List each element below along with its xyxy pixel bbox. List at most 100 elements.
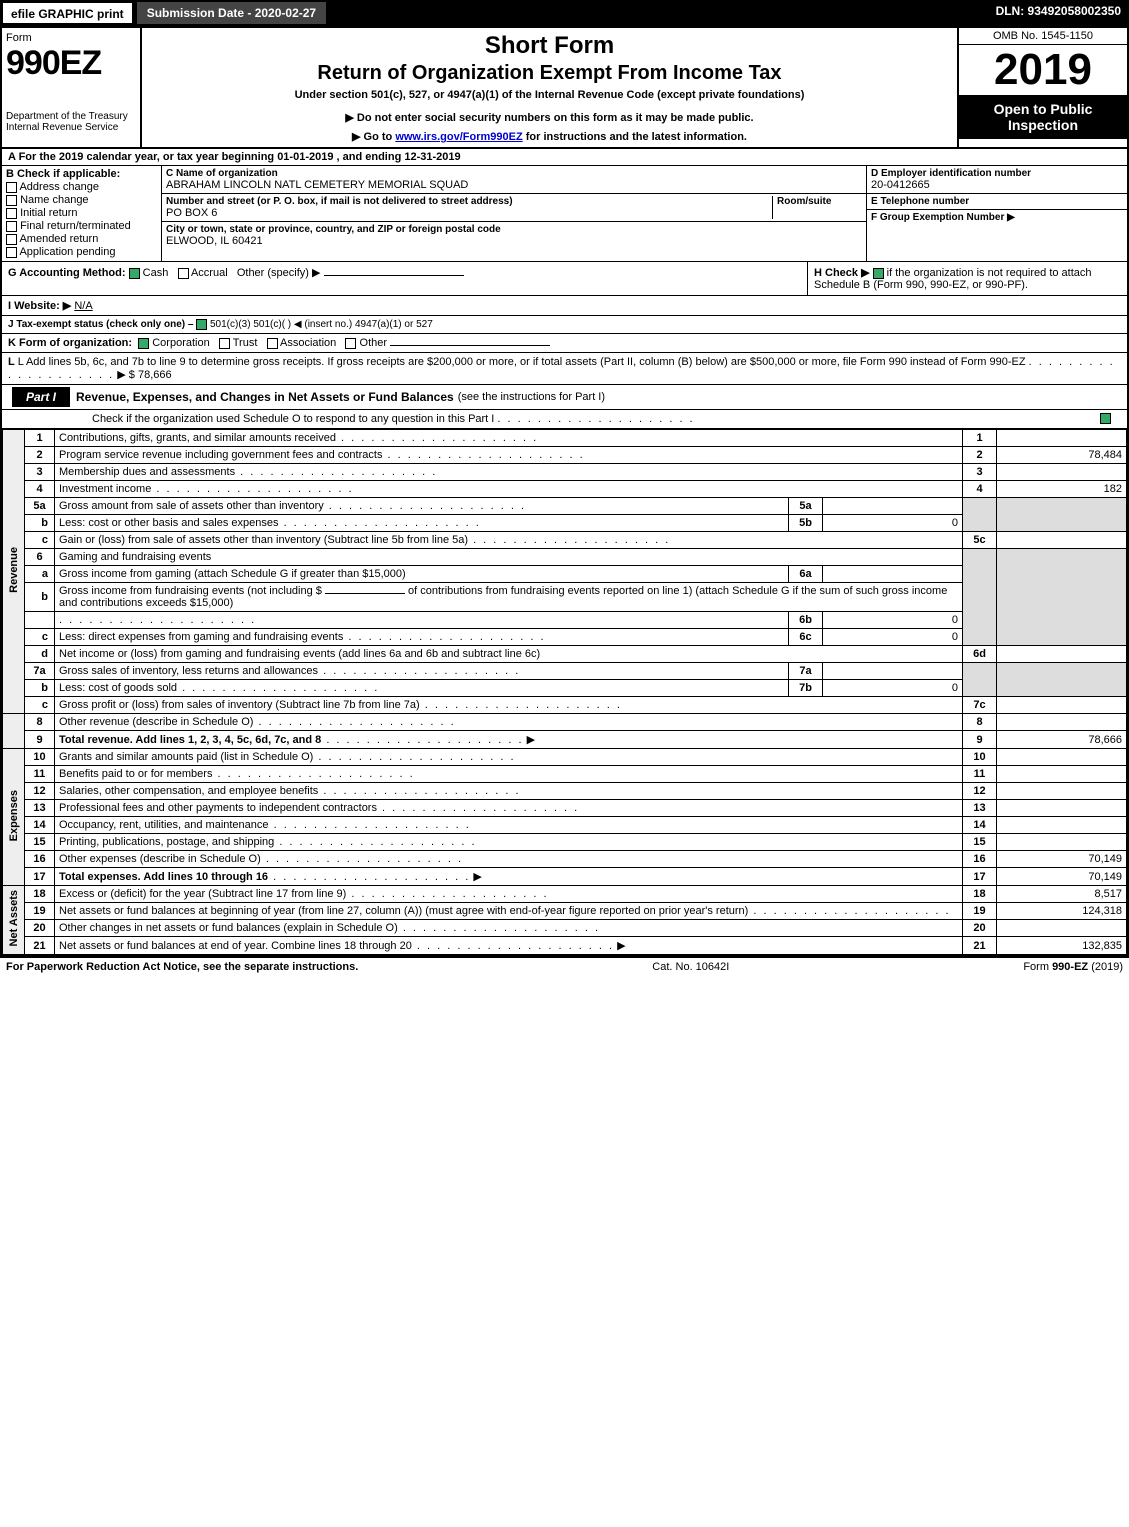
l2-text: Program service revenue including govern… bbox=[59, 449, 382, 461]
l6b-box: 6b bbox=[789, 612, 823, 629]
k-other-input[interactable] bbox=[390, 345, 550, 346]
l21-text: Net assets or fund balances at end of ye… bbox=[59, 940, 412, 952]
c-name-label: C Name of organization bbox=[166, 168, 862, 179]
l9-text: Total revenue. Add lines 1, 2, 3, 4, 5c,… bbox=[59, 734, 321, 746]
l13-text: Professional fees and other payments to … bbox=[59, 802, 377, 814]
header-center: Short Form Return of Organization Exempt… bbox=[142, 28, 957, 147]
g-accrual: Accrual bbox=[191, 267, 228, 279]
c-street: PO BOX 6 bbox=[166, 207, 772, 219]
l5c-val bbox=[997, 532, 1127, 549]
l-value: 78,666 bbox=[138, 369, 172, 381]
part1-tab: Part I bbox=[12, 387, 70, 407]
side-netassets: Net Assets bbox=[3, 886, 25, 955]
l11-text: Benefits paid to or for members bbox=[59, 768, 212, 780]
i-label: I Website: ▶ bbox=[8, 300, 71, 312]
l7c-lbl: 7c bbox=[963, 697, 997, 714]
l12-val bbox=[997, 783, 1127, 800]
l14-num: 14 bbox=[25, 817, 55, 834]
l7b-box: 7b bbox=[789, 680, 823, 697]
dept-treasury: Department of the Treasury bbox=[6, 111, 136, 122]
l10-text: Grants and similar amounts paid (list in… bbox=[59, 751, 313, 763]
chk-other-org[interactable] bbox=[345, 338, 356, 349]
l4-text: Investment income bbox=[59, 483, 151, 495]
chk-corporation[interactable] bbox=[138, 338, 149, 349]
chk-h[interactable] bbox=[873, 268, 884, 279]
submission-date-button[interactable]: Submission Date - 2020-02-27 bbox=[137, 2, 326, 24]
c-street-label: Number and street (or P. O. box, if mail… bbox=[166, 196, 772, 207]
l15-num: 15 bbox=[25, 834, 55, 851]
chk-final-return[interactable] bbox=[6, 221, 17, 232]
chk-trust[interactable] bbox=[219, 338, 230, 349]
efile-print-button[interactable]: efile GRAPHIC print bbox=[2, 2, 133, 24]
gh-row: G Accounting Method: Cash Accrual Other … bbox=[2, 262, 1127, 296]
goto-pre: ▶ Go to bbox=[352, 131, 395, 143]
chk-name-change[interactable] bbox=[6, 195, 17, 206]
b-label: B Check if applicable: bbox=[6, 168, 157, 180]
chk-501c3[interactable] bbox=[196, 319, 207, 330]
l7c-num: c bbox=[25, 697, 55, 714]
irs-link[interactable]: www.irs.gov/Form990EZ bbox=[395, 131, 522, 143]
form-number: 990EZ bbox=[6, 44, 136, 83]
k-opt-0: Corporation bbox=[152, 337, 209, 349]
chk-application-pending[interactable] bbox=[6, 247, 17, 258]
l16-num: 16 bbox=[25, 851, 55, 868]
part1-note: (see the instructions for Part I) bbox=[458, 391, 605, 403]
footer: For Paperwork Reduction Act Notice, see … bbox=[0, 957, 1129, 976]
l7a-text: Gross sales of inventory, less returns a… bbox=[59, 665, 318, 677]
l6d-lbl: 6d bbox=[963, 646, 997, 663]
l6a-bval bbox=[823, 566, 963, 583]
part1-check-text: Check if the organization used Schedule … bbox=[92, 413, 494, 425]
l7b-bval: 0 bbox=[823, 680, 963, 697]
l6a-num: a bbox=[25, 566, 55, 583]
footer-right-post: (2019) bbox=[1088, 961, 1123, 973]
l13-num: 13 bbox=[25, 800, 55, 817]
l15-text: Printing, publications, postage, and shi… bbox=[59, 836, 274, 848]
l2-num: 2 bbox=[25, 447, 55, 464]
title-return: Return of Organization Exempt From Incom… bbox=[148, 62, 951, 85]
g-other-input[interactable] bbox=[324, 275, 464, 276]
dln-label: DLN: 93492058002350 bbox=[988, 0, 1129, 26]
l6b-text1: Gross income from fundraising events (no… bbox=[59, 585, 322, 597]
chk-address-change[interactable] bbox=[6, 182, 17, 193]
goto-post: for instructions and the latest informat… bbox=[523, 131, 747, 143]
irs-label: Internal Revenue Service bbox=[6, 122, 136, 133]
footer-right-pre: Form bbox=[1023, 961, 1052, 973]
b-item-3: Final return/terminated bbox=[20, 220, 131, 232]
l8-text: Other revenue (describe in Schedule O) bbox=[59, 716, 253, 728]
part1-check-dots bbox=[497, 413, 694, 425]
subtitle-section: Under section 501(c), 527, or 4947(a)(1)… bbox=[148, 89, 951, 101]
part1-header: Part I Revenue, Expenses, and Changes in… bbox=[2, 385, 1127, 410]
i-website-value: N/A bbox=[74, 300, 92, 312]
chk-amended-return[interactable] bbox=[6, 234, 17, 245]
c-city: ELWOOD, IL 60421 bbox=[166, 235, 862, 247]
line-a-tax-year: A For the 2019 calendar year, or tax yea… bbox=[2, 149, 1127, 166]
l-gross-receipts: L L Add lines 5b, 6c, and 7b to line 9 t… bbox=[2, 353, 1127, 385]
chk-schedule-o[interactable] bbox=[1100, 413, 1111, 424]
header: Form 990EZ Department of the Treasury In… bbox=[2, 28, 1127, 149]
l3-val bbox=[997, 464, 1127, 481]
l18-text: Excess or (deficit) for the year (Subtra… bbox=[59, 888, 346, 900]
l5b-text: Less: cost or other basis and sales expe… bbox=[59, 517, 279, 529]
l16-val: 70,149 bbox=[997, 851, 1127, 868]
j-label: J Tax-exempt status (check only one) – bbox=[8, 319, 193, 330]
l3-num: 3 bbox=[25, 464, 55, 481]
col-c: C Name of organization ABRAHAM LINCOLN N… bbox=[162, 166, 867, 261]
l3-text: Membership dues and assessments bbox=[59, 466, 235, 478]
f-group-label: F Group Exemption Number ▶ bbox=[871, 212, 1123, 223]
l10-num: 10 bbox=[25, 749, 55, 766]
l5b-num: b bbox=[25, 515, 55, 532]
chk-accrual[interactable] bbox=[178, 268, 189, 279]
header-left: Form 990EZ Department of the Treasury In… bbox=[2, 28, 142, 147]
tax-year: 2019 bbox=[959, 45, 1127, 95]
part1-title: Revenue, Expenses, and Changes in Net As… bbox=[76, 390, 454, 404]
chk-cash[interactable] bbox=[129, 268, 140, 279]
l5a-num: 5a bbox=[25, 498, 55, 515]
l19-val: 124,318 bbox=[997, 903, 1127, 920]
l6b-amount-input[interactable] bbox=[325, 593, 405, 594]
chk-association[interactable] bbox=[267, 338, 278, 349]
l6b-num: b bbox=[25, 583, 55, 612]
chk-initial-return[interactable] bbox=[6, 208, 17, 219]
g-cash: Cash bbox=[143, 267, 169, 279]
l6-text: Gaming and fundraising events bbox=[55, 549, 963, 566]
form-word: Form bbox=[6, 32, 136, 44]
